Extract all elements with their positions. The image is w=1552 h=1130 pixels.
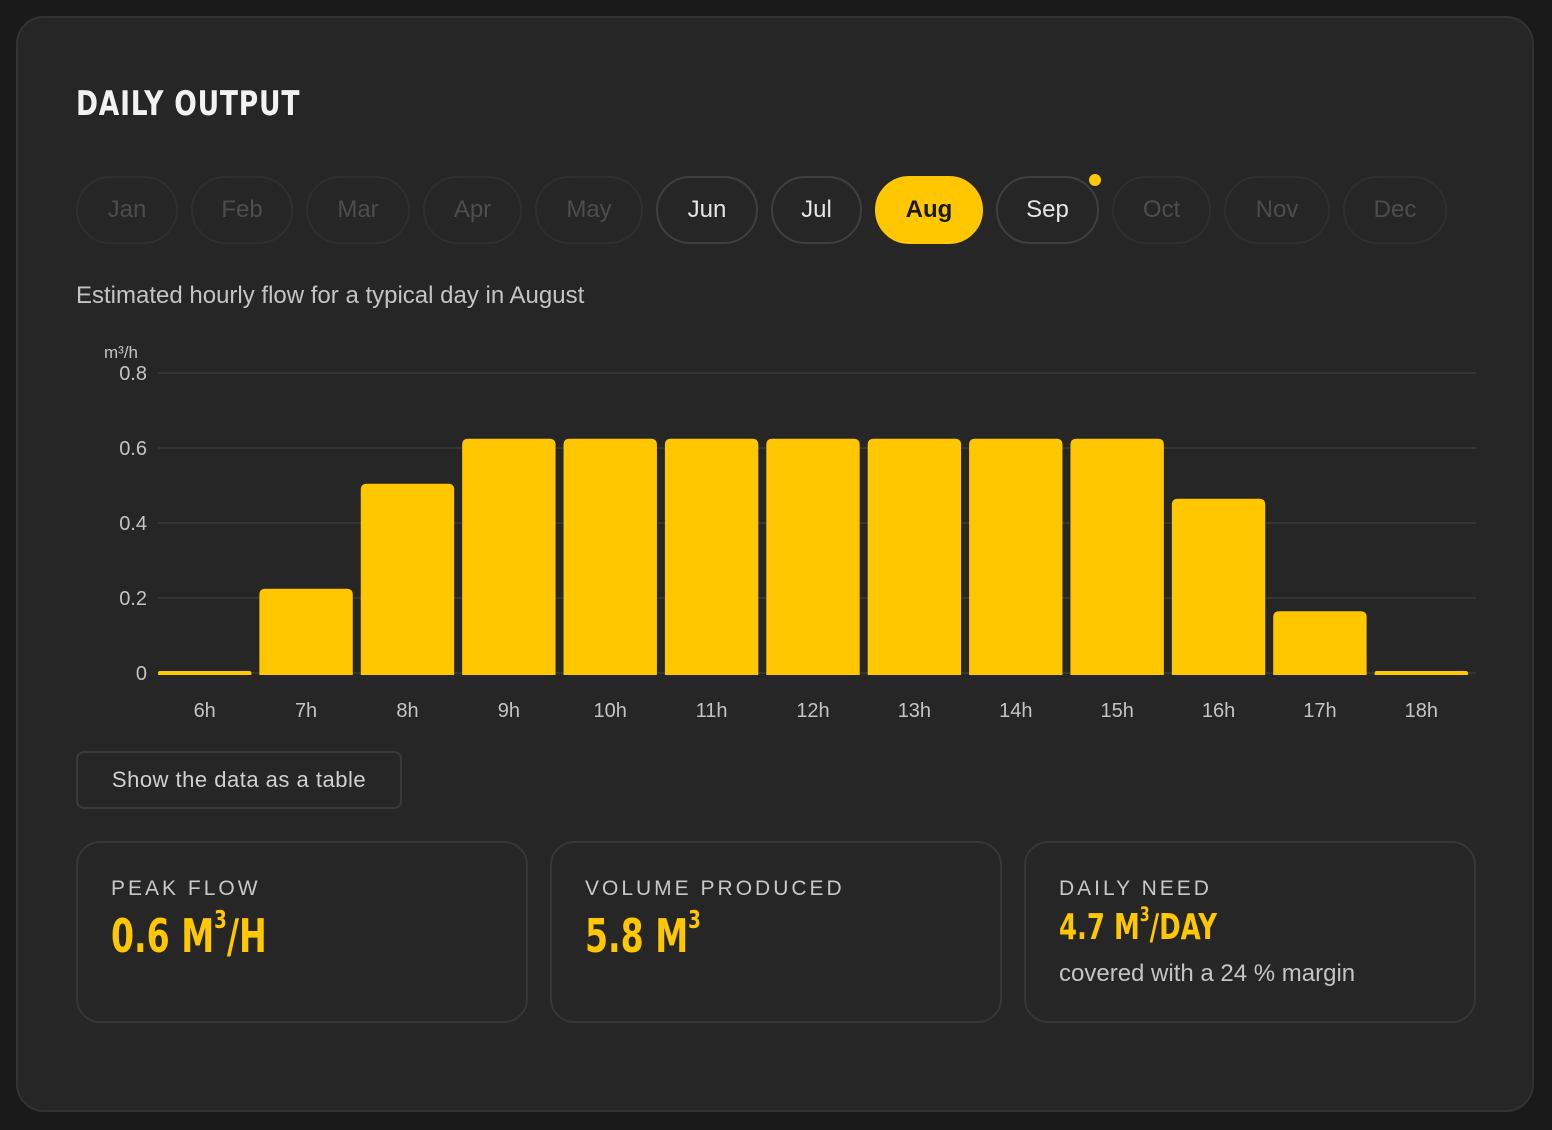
month-tab-label: May <box>566 196 612 223</box>
month-tab-jun[interactable]: Jun <box>656 176 758 244</box>
card-title: DAILY OUTPUT <box>76 84 301 124</box>
month-tab-label: Sep <box>1026 196 1069 223</box>
month-tab-label: Oct <box>1142 196 1181 223</box>
peak-flow-label: PEAK FLOW <box>111 877 261 900</box>
volume-produced-card: VOLUME PRODUCED 5.8 M3 <box>550 841 1002 1023</box>
daily-need-value: 4.7 M3/DAY <box>1059 903 1217 948</box>
month-tab-dec: Dec <box>1343 176 1447 244</box>
month-tab-oct: Oct <box>1112 176 1211 244</box>
month-tab-label: Apr <box>453 196 492 223</box>
month-tab-label: Aug <box>905 196 953 223</box>
month-tab-label: Dec <box>1373 196 1417 223</box>
chart-subtitle: Estimated hourly flow for a typical day … <box>76 282 585 309</box>
daily-need-note: covered with a 24 % margin <box>1059 960 1356 987</box>
month-tab-aug[interactable]: Aug <box>875 176 983 244</box>
peak-flow-card: PEAK FLOW 0.6 M3/H <box>76 841 528 1023</box>
month-tab-may: May <box>535 176 643 244</box>
show-table-button[interactable]: Show the data as a table <box>76 751 402 809</box>
month-tab-label: Jan <box>107 196 147 223</box>
availability-dot-icon <box>1089 174 1101 186</box>
daily-need-label: DAILY NEED <box>1059 877 1212 900</box>
month-tab-label: Jun <box>687 196 727 223</box>
volume-produced-value: 5.8 M3 <box>585 905 701 963</box>
month-tab-sep[interactable]: Sep <box>996 174 1101 244</box>
daily-need-card: DAILY NEED 4.7 M3/DAY covered with a 24 … <box>1024 841 1476 1023</box>
month-tab-feb: Feb <box>191 176 293 244</box>
month-tab-label: Feb <box>221 196 263 223</box>
month-tab-mar: Mar <box>306 176 410 244</box>
month-tab-jul[interactable]: Jul <box>771 176 862 244</box>
month-tab-nov: Nov <box>1224 176 1330 244</box>
month-selector: Jan Feb Mar Apr May Jun Jul Aug Sep Oct Nov Dec <box>76 174 1447 244</box>
month-tab-apr: Apr <box>423 176 522 244</box>
month-tab-label: Nov <box>1255 196 1299 223</box>
month-tab-label: Jul <box>801 196 832 223</box>
month-tab-jan: Jan <box>76 176 178 244</box>
month-tab-label: Mar <box>337 196 379 223</box>
volume-produced-label: VOLUME PRODUCED <box>585 877 845 900</box>
peak-flow-value: 0.6 M3/H <box>111 905 267 963</box>
